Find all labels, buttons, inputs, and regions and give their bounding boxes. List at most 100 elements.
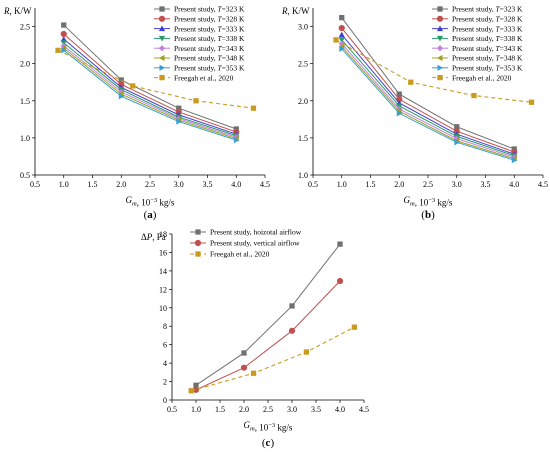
legend-swatch-marker <box>159 64 166 71</box>
x-tick-label: 4.0 <box>509 180 519 189</box>
data-point <box>240 364 248 371</box>
x-tick-label: 4.0 <box>335 405 345 414</box>
x-tick-label: 0.5 <box>167 405 177 414</box>
data-point <box>192 386 200 393</box>
y-tick-label: 2.5 <box>298 60 308 69</box>
legend-label: Present study, T=333 K <box>452 24 523 33</box>
legend-label: Present study, T=333 K <box>174 24 245 33</box>
chart-panel-0: 0.5 1.0 1.5 2.0 2.5 3.0 3.5 4.0 4.5 0.5 1.0 1.5 2.0 2… <box>3 5 270 221</box>
legend-swatch-marker <box>158 35 166 42</box>
legend-label: Present study, T=323 K <box>174 5 245 14</box>
legend-swatch-marker <box>436 25 444 32</box>
data-point <box>337 241 343 247</box>
x-tick-label: 4.0 <box>231 180 241 189</box>
data-point <box>528 99 535 105</box>
series-line <box>341 46 515 160</box>
series-line <box>63 24 237 130</box>
x-tick-label: 3.0 <box>287 405 297 414</box>
series-2 <box>188 324 358 394</box>
legend-label: Present study, T=353 K <box>174 64 245 73</box>
y-tick-label: 2.0 <box>20 60 30 69</box>
x-tick-label: 2.0 <box>394 180 404 189</box>
series-line <box>63 38 237 135</box>
legend: Present study, T=323 K Present study, T=3… <box>154 5 245 82</box>
legend-label: Present study, T=348 K <box>174 54 245 63</box>
data-point <box>233 137 240 144</box>
series-6 <box>339 45 518 164</box>
x-tick-label: 1.5 <box>88 180 98 189</box>
x-tick-label: 2.5 <box>145 180 155 189</box>
y-tick-label: 1.5 <box>20 97 30 106</box>
x-tick-label: 2.0 <box>116 180 126 189</box>
data-point <box>336 277 344 285</box>
data-point <box>396 110 403 117</box>
data-point <box>61 47 67 54</box>
legend-label: Present study, vertical airflow <box>210 239 300 248</box>
series-line <box>341 27 515 153</box>
x-tick-label: 1.0 <box>59 180 69 189</box>
y-tick-label: 0 <box>163 396 167 405</box>
legend-swatch-marker <box>195 229 201 235</box>
legend-label: Present study, T=338 K <box>452 34 523 43</box>
x-tick-label: 1.5 <box>366 180 376 189</box>
x-tick-label: 2.0 <box>239 405 249 414</box>
legend-swatch-marker <box>436 45 444 52</box>
legend-swatch-marker <box>159 6 165 12</box>
x-tick-label: 0.5 <box>308 180 318 189</box>
data-point <box>339 15 345 21</box>
data-point <box>55 47 61 53</box>
x-tick-label: 3.0 <box>452 180 462 189</box>
series-line <box>195 280 341 391</box>
data-point <box>339 45 345 52</box>
x-tick-label: 2.5 <box>263 405 273 414</box>
data-point <box>454 139 460 146</box>
y-tick-label: 3.0 <box>298 23 308 32</box>
series-line <box>191 326 355 392</box>
legend-label: Present study, T=323 K <box>452 5 523 14</box>
y-tick-label: 18 <box>159 230 167 239</box>
series-line <box>341 34 515 155</box>
x-tick-label: 3.5 <box>481 180 491 189</box>
panel-label: (a) <box>144 209 157 221</box>
data-point <box>60 30 67 38</box>
data-point <box>471 92 477 99</box>
series-line <box>63 47 237 140</box>
data-point <box>454 124 460 130</box>
y-axis-label: R, K/W <box>3 6 32 16</box>
data-point <box>511 157 518 164</box>
data-point <box>351 324 358 330</box>
y-tick-label: 14 <box>159 267 167 276</box>
series-line <box>341 39 515 157</box>
data-point <box>188 388 194 394</box>
data-point <box>118 77 124 83</box>
y-tick-label: 0.5 <box>20 171 30 180</box>
legend-label: Present study, T=343 K <box>452 44 523 53</box>
legend-swatch-marker <box>436 15 444 22</box>
data-point <box>176 105 182 111</box>
series-7 <box>333 37 535 105</box>
chart-panel-2: 0.5 1.0 1.5 2.0 2.5 3.0 3.5 4.0 4.5 0 2 4 6 8 10 12 14 16… <box>141 228 369 449</box>
data-point <box>338 37 345 44</box>
x-axis-label: Gm, 10−3 kg/s <box>126 195 175 208</box>
y-tick-label: 2 <box>163 378 167 387</box>
y-tick-label: 16 <box>159 248 167 257</box>
y-tick-label: 2.0 <box>298 97 308 106</box>
y-tick-label: 10 <box>159 304 167 313</box>
series-line <box>335 39 532 103</box>
legend-swatch-marker <box>437 6 443 12</box>
data-point <box>118 93 125 100</box>
data-point <box>289 303 295 309</box>
x-tick-label: 1.5 <box>215 405 225 414</box>
x-tick-label: 1.0 <box>191 405 201 414</box>
legend: Present study, T=323 K Present study, T=3… <box>432 5 523 82</box>
chart-panel-1: 0.5 1.0 1.5 2.0 2.5 3.0 3.5 4.0 4.51.01.52.02.53… <box>281 5 548 221</box>
legend-swatch-marker <box>437 64 444 71</box>
series-7 <box>55 47 257 111</box>
series-line <box>63 49 237 141</box>
data-point <box>338 24 345 32</box>
series-line <box>341 43 515 158</box>
x-axis-label: Gm, 10−3 kg/s <box>244 420 293 433</box>
y-tick-label: 1.0 <box>20 134 30 143</box>
legend-swatch-marker <box>158 45 166 52</box>
